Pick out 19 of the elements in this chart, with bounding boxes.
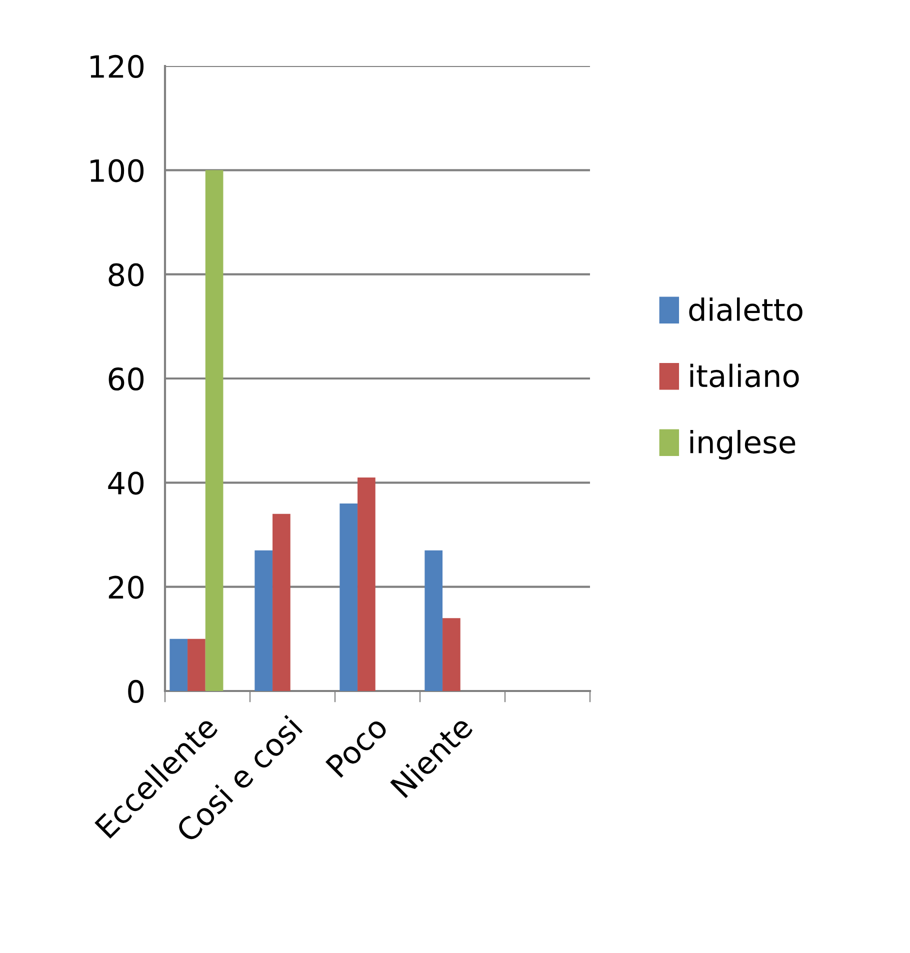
y-tick-label: 80 [108,263,144,286]
bar [254,550,273,691]
bar [272,514,290,691]
y-tick-label: 20 [108,576,144,599]
legend-label: italiano [690,364,799,388]
y-tick-label: 40 [108,472,144,495]
y-tick-label: 60 [108,367,144,391]
bar [188,638,206,691]
bar [340,504,358,691]
bar [424,550,443,691]
legend-label: inglese [690,430,796,460]
y-tick-label: 120 [90,54,144,78]
y-tick-label: 100 [90,159,144,182]
y-tick-label: 0 [128,680,144,704]
bar [205,170,224,691]
bar [358,477,376,691]
bar [442,618,460,691]
legend-label: dialetto [689,297,802,322]
bar [170,638,188,691]
